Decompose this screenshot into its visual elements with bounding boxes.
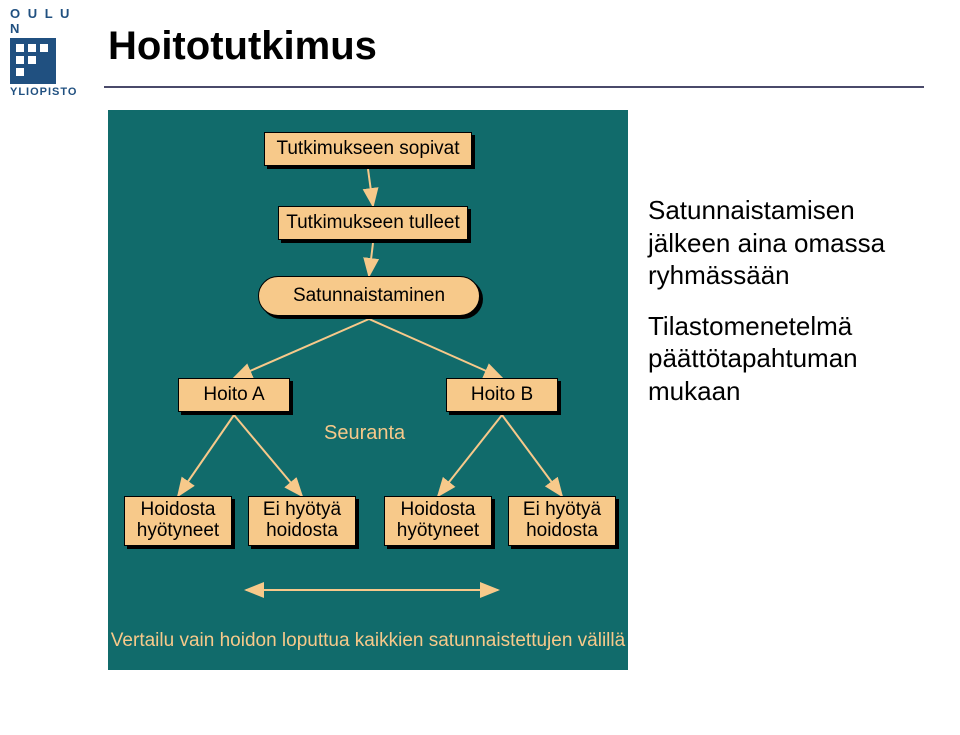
- page-title: Hoitotutkimus: [108, 24, 377, 69]
- side-paragraph-2: Tilastomenetelmä päättötapahtuman mukaan: [648, 310, 938, 408]
- flowchart-panel: Seuranta Vertailu vain hoidon loputtua k…: [108, 110, 628, 670]
- node-a_ei: Ei hyötyä hoidosta: [248, 496, 356, 546]
- logo-text-top: O U L U N: [10, 6, 82, 36]
- logo-text-bottom: YLIOPISTO: [10, 86, 82, 98]
- side-text: Satunnaistamisen jälkeen aina omassa ryh…: [648, 194, 938, 425]
- bottom-note: Vertailu vain hoidon loputtua kaikkien s…: [108, 630, 628, 652]
- node-hoitoA: Hoito A: [178, 378, 290, 412]
- node-hoitoB: Hoito B: [446, 378, 558, 412]
- node-sat: Satunnaistaminen: [258, 276, 480, 316]
- logo-mark: [10, 38, 56, 84]
- node-sopivat: Tutkimukseen sopivat: [264, 132, 472, 166]
- node-a_hyoty: Hoidosta hyötyneet: [124, 496, 232, 546]
- slide-root: O U L U N YLIOPISTO Hoitotutkimus Seuran…: [0, 0, 960, 735]
- seuranta-label: Seuranta: [324, 422, 405, 445]
- university-logo: O U L U N YLIOPISTO: [10, 6, 82, 98]
- node-tulleet: Tutkimukseen tulleet: [278, 206, 468, 240]
- title-divider: [104, 86, 924, 88]
- node-b_ei: Ei hyötyä hoidosta: [508, 496, 616, 546]
- node-b_hyoty: Hoidosta hyötyneet: [384, 496, 492, 546]
- side-paragraph-1: Satunnaistamisen jälkeen aina omassa ryh…: [648, 194, 938, 292]
